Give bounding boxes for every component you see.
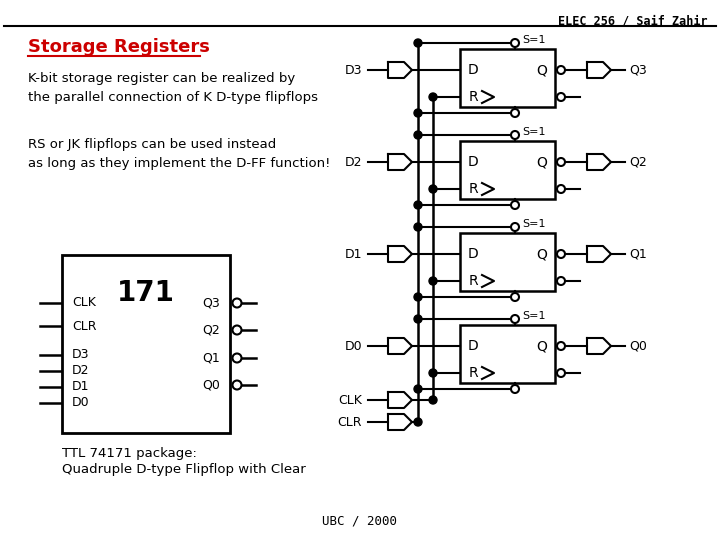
Text: CLK: CLK (72, 296, 96, 309)
Circle shape (557, 185, 565, 193)
Circle shape (511, 315, 519, 323)
Text: Q0: Q0 (202, 379, 220, 392)
Text: Q: Q (536, 155, 547, 169)
Circle shape (414, 39, 422, 47)
Text: R: R (468, 90, 478, 104)
Text: Storage Registers: Storage Registers (28, 38, 210, 56)
Circle shape (557, 342, 565, 350)
Bar (62, 255, 230, 433)
Text: Q: Q (536, 339, 547, 353)
Text: D: D (467, 63, 478, 77)
Text: S=1: S=1 (522, 127, 546, 137)
Circle shape (557, 158, 565, 166)
Text: 171: 171 (117, 279, 175, 307)
Text: R: R (468, 182, 478, 196)
Text: Q3: Q3 (629, 64, 647, 77)
Text: Q2: Q2 (629, 156, 647, 168)
Text: D2: D2 (344, 156, 362, 168)
Text: RS or JK flipflops can be used instead
as long as they implement the D-FF functi: RS or JK flipflops can be used instead a… (28, 138, 330, 170)
Text: D0: D0 (344, 340, 362, 353)
Text: TTL 74171 package:: TTL 74171 package: (62, 447, 197, 460)
Circle shape (414, 315, 422, 323)
Text: D: D (467, 155, 478, 169)
Text: D1: D1 (72, 381, 89, 394)
Text: Quadruple D-type Flipflop with Clear: Quadruple D-type Flipflop with Clear (62, 463, 306, 476)
Text: R: R (468, 274, 478, 288)
Circle shape (557, 93, 565, 101)
Text: CLK: CLK (338, 394, 362, 407)
Text: ELEC 256 / Saif Zahir: ELEC 256 / Saif Zahir (559, 14, 708, 27)
Circle shape (429, 277, 437, 285)
Text: K-bit storage register can be realized by
the parallel connection of K D-type fl: K-bit storage register can be realized b… (28, 72, 318, 104)
Circle shape (511, 39, 519, 47)
Circle shape (511, 131, 519, 139)
Bar (460, 325, 555, 383)
Circle shape (557, 277, 565, 285)
Circle shape (414, 385, 422, 393)
Circle shape (429, 93, 437, 101)
Text: D: D (467, 247, 478, 261)
Bar (460, 233, 555, 291)
Text: D: D (467, 339, 478, 353)
Circle shape (429, 369, 437, 377)
Bar (460, 141, 555, 199)
Circle shape (414, 418, 422, 426)
Circle shape (511, 201, 519, 209)
Text: Q0: Q0 (629, 340, 647, 353)
Circle shape (557, 66, 565, 74)
Text: R: R (468, 366, 478, 380)
Text: D1: D1 (344, 247, 362, 260)
Circle shape (414, 201, 422, 209)
Text: CLR: CLR (338, 415, 362, 429)
Circle shape (414, 223, 422, 231)
Text: S=1: S=1 (522, 311, 546, 321)
Text: CLR: CLR (72, 320, 96, 333)
Text: UBC / 2000: UBC / 2000 (323, 514, 397, 527)
Text: Q: Q (536, 63, 547, 77)
Text: Q1: Q1 (202, 352, 220, 365)
Text: Q3: Q3 (202, 296, 220, 309)
Text: S=1: S=1 (522, 219, 546, 229)
Text: D0: D0 (72, 396, 89, 409)
Circle shape (429, 396, 437, 404)
Circle shape (511, 293, 519, 301)
Circle shape (511, 109, 519, 117)
Circle shape (414, 131, 422, 139)
Text: S=1: S=1 (522, 35, 546, 45)
Text: D2: D2 (72, 364, 89, 377)
Text: Q1: Q1 (629, 247, 647, 260)
Circle shape (511, 385, 519, 393)
Circle shape (557, 250, 565, 258)
Text: D3: D3 (344, 64, 362, 77)
Circle shape (233, 354, 241, 362)
Circle shape (429, 185, 437, 193)
Circle shape (233, 299, 241, 307)
Circle shape (233, 381, 241, 389)
Circle shape (511, 223, 519, 231)
Text: D3: D3 (72, 348, 89, 361)
Bar (460, 49, 555, 107)
Text: Q2: Q2 (202, 323, 220, 336)
Circle shape (557, 369, 565, 377)
Circle shape (233, 326, 241, 334)
Text: Q: Q (536, 247, 547, 261)
Circle shape (414, 109, 422, 117)
Circle shape (414, 293, 422, 301)
